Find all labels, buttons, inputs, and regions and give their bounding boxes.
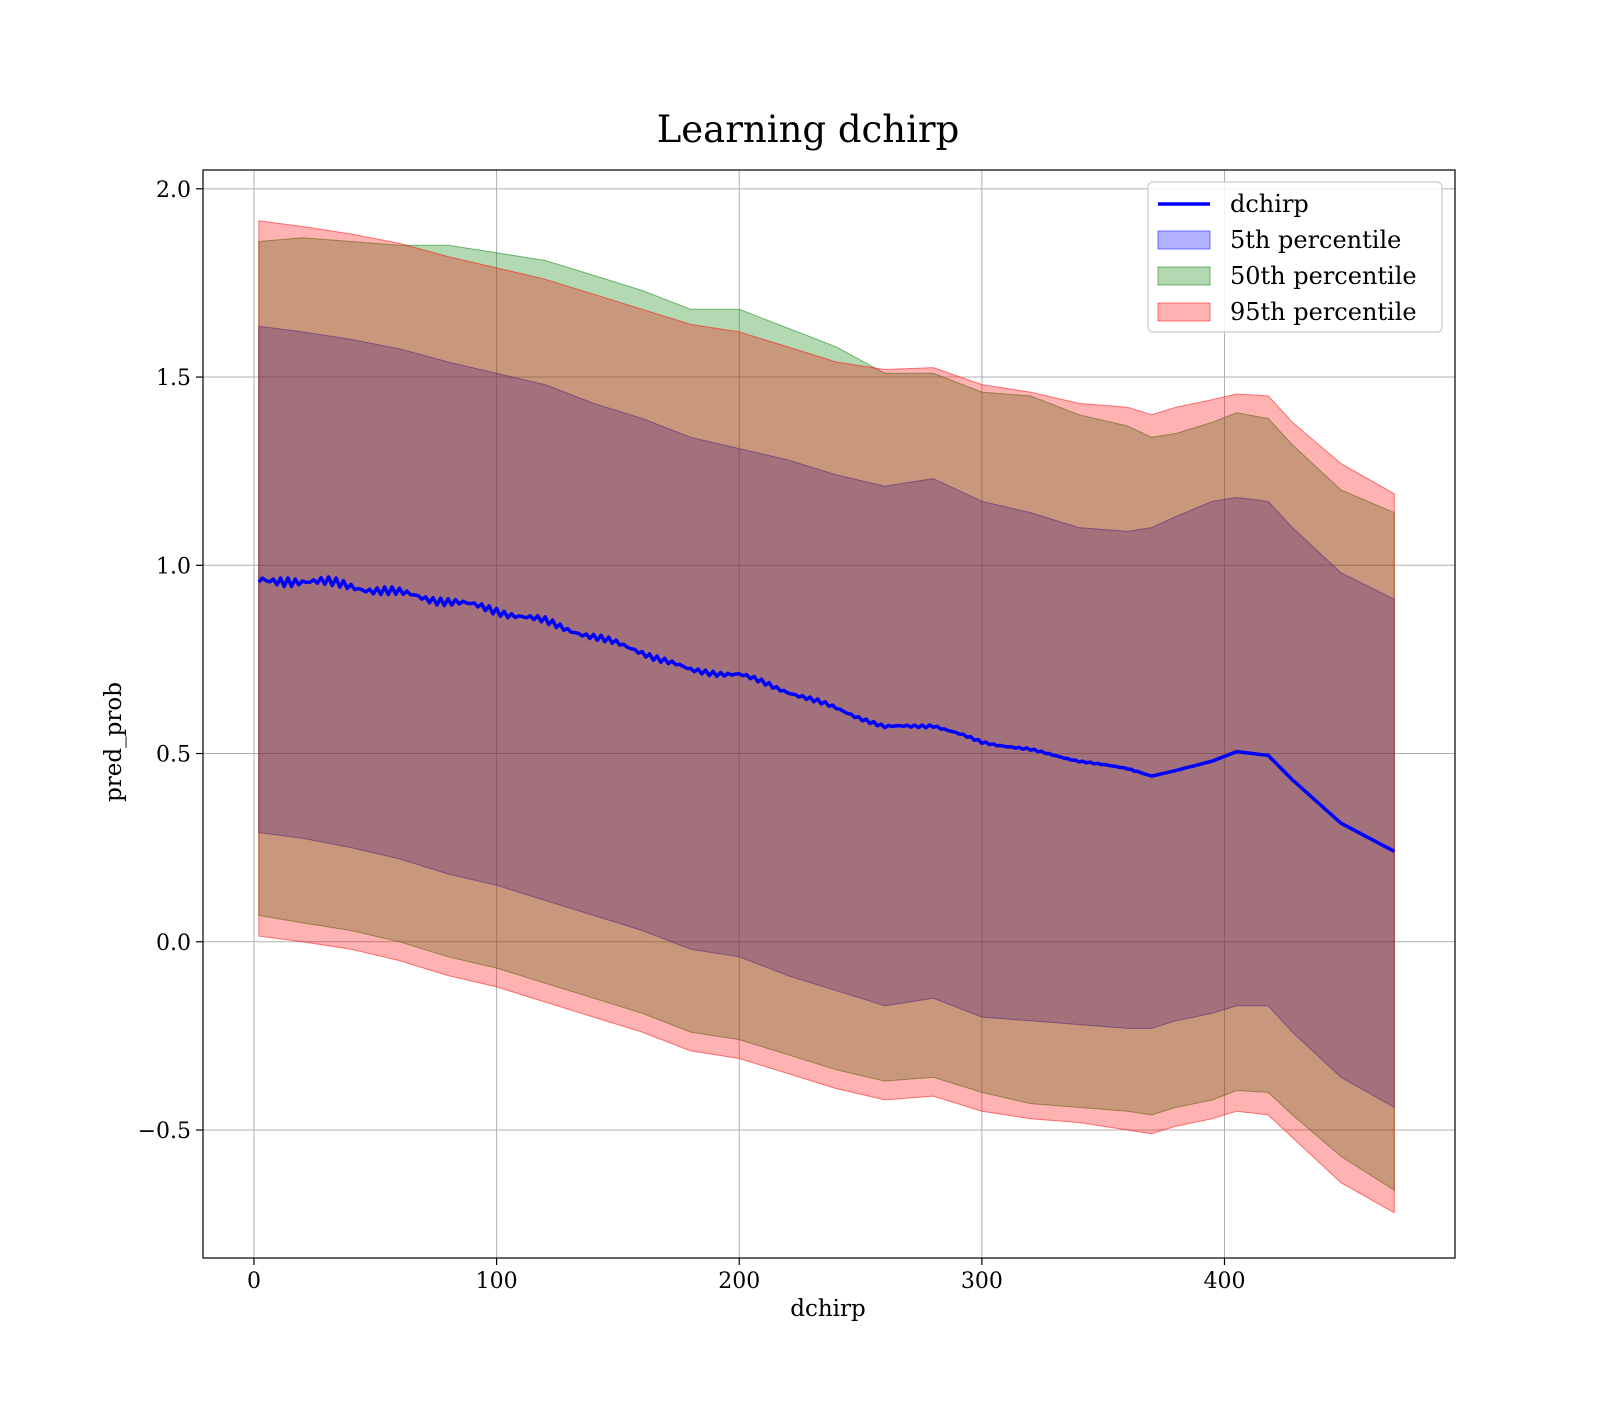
y-tick-label: 0.0 bbox=[156, 931, 191, 956]
percentile-bands bbox=[258, 220, 1395, 1214]
legend-swatch-patch bbox=[1157, 302, 1211, 322]
legend-label: dchirp bbox=[1230, 190, 1309, 218]
legend-swatch-patch bbox=[1157, 266, 1211, 286]
x-tick-label: 400 bbox=[1203, 1269, 1245, 1294]
x-tick-label: 200 bbox=[718, 1269, 760, 1294]
y-tick-label: 2.0 bbox=[156, 178, 191, 203]
x-tick-label: 300 bbox=[961, 1269, 1003, 1294]
legend-swatch-patch bbox=[1157, 230, 1211, 250]
legend-label: 50th percentile bbox=[1230, 262, 1417, 290]
y-tick-label: 1.5 bbox=[156, 366, 191, 391]
legend-box bbox=[1147, 181, 1443, 333]
legend-label: 95th percentile bbox=[1230, 298, 1417, 326]
series-lines bbox=[257, 575, 1396, 853]
axis-ticks: 0 100 200 300 400 −0.5 0.0 0.5 1.0 1.5 2.0 bbox=[138, 178, 1246, 1294]
y-tick-label: 1.0 bbox=[156, 554, 191, 579]
band-95th-percentile bbox=[258, 220, 1395, 1214]
x-tick-label: 100 bbox=[476, 1269, 518, 1294]
x-axis-label: dchirp bbox=[790, 1296, 866, 1322]
chart-title: Learning dchirp bbox=[657, 108, 960, 151]
y-axis-label: pred_prob bbox=[101, 682, 127, 802]
legend-label: 5th percentile bbox=[1230, 226, 1401, 254]
y-tick-label: 0.5 bbox=[156, 743, 191, 768]
x-tick-label: 0 bbox=[247, 1269, 261, 1294]
series-line-dchirp bbox=[257, 575, 1396, 853]
plot-frame bbox=[202, 169, 1456, 1259]
y-tick-label: −0.5 bbox=[138, 1119, 191, 1144]
legend: dchirp 5th percentile 50th percentile 95th … bbox=[1147, 181, 1443, 333]
